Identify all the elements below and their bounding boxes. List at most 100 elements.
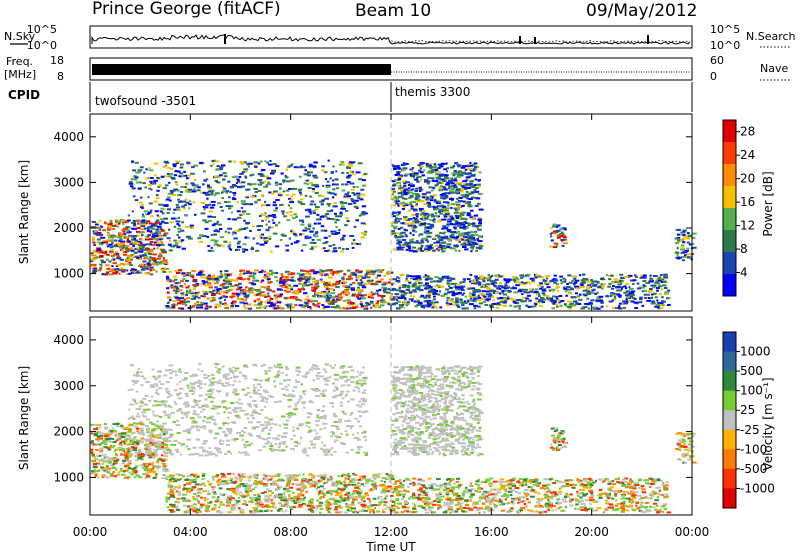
- echo-cell: [397, 200, 400, 203]
- echo-cell: [398, 244, 402, 247]
- echo-cell: [126, 273, 130, 275]
- echo-cell: [311, 269, 315, 272]
- echo-cell: [214, 286, 218, 289]
- echo-cell: [107, 430, 110, 432]
- echo-cell: [335, 170, 338, 173]
- echo-cell: [410, 298, 414, 301]
- echo-cell: [561, 240, 564, 243]
- echo-cell: [680, 248, 685, 251]
- echo-cell: [183, 170, 186, 173]
- echo-cell: [332, 205, 338, 208]
- echo-cell: [401, 295, 405, 298]
- echo-cell: [426, 180, 431, 183]
- echo-cell: [361, 497, 366, 500]
- echo-cell: [528, 299, 532, 302]
- echo-cell: [283, 493, 286, 496]
- echo-cell: [183, 207, 186, 210]
- echo-cell: [473, 243, 478, 246]
- echo-cell: [691, 232, 697, 235]
- echo-cell: [372, 273, 375, 276]
- echo-cell: [413, 209, 418, 212]
- echo-cell: [416, 285, 421, 288]
- echo-cell: [275, 224, 278, 227]
- echo-cell: [537, 292, 541, 295]
- echo-cell: [412, 229, 415, 232]
- echo-cell: [130, 247, 134, 250]
- echo-cell: [285, 168, 289, 171]
- echo-cell: [418, 234, 420, 237]
- echo-cell: [244, 175, 247, 178]
- echo-cell: [103, 435, 108, 438]
- echo-cell: [504, 298, 507, 301]
- echo-cell: [334, 212, 337, 215]
- echo-cell: [312, 272, 318, 275]
- echo-cell: [241, 181, 246, 184]
- echo-cell: [190, 298, 195, 300]
- echo-cell: [172, 303, 176, 306]
- echo-cell: [153, 174, 157, 177]
- echo-cell: [178, 297, 181, 300]
- echo-cell: [114, 448, 118, 451]
- echo-cell: [210, 239, 216, 242]
- echo-cell: [470, 250, 473, 253]
- echo-cell: [308, 481, 312, 484]
- echo-cell: [340, 238, 345, 241]
- echo-cell: [120, 240, 126, 243]
- echo-cell: [359, 303, 363, 306]
- echo-cell: [369, 302, 374, 305]
- echo-cell: [665, 292, 668, 295]
- echo-cell: [516, 278, 520, 281]
- colorbar-tick-label: 8: [740, 242, 748, 256]
- echo-cell: [355, 279, 358, 282]
- echo-cell: [406, 245, 411, 248]
- echo-cell: [217, 496, 220, 499]
- echo-cell: [323, 282, 328, 284]
- echo-cell: [162, 262, 165, 265]
- echo-cell: [454, 245, 459, 248]
- echo-cell: [336, 306, 341, 309]
- echo-cell: [392, 232, 397, 235]
- echo-cell: [404, 188, 408, 191]
- echo-cell: [391, 283, 394, 286]
- echo-cell: [466, 197, 469, 200]
- echo-cell: [214, 303, 220, 306]
- echo-cell: [397, 178, 401, 181]
- echo-cell: [107, 467, 112, 470]
- echo-cell: [261, 194, 264, 196]
- echo-cell: [104, 453, 107, 456]
- echo-cell: [161, 477, 166, 480]
- echo-cell: [542, 279, 548, 282]
- echo-cell: [452, 282, 458, 285]
- echo-cell: [315, 218, 320, 221]
- echo-cell: [403, 192, 408, 194]
- echo-cell: [264, 277, 269, 280]
- echo-cell: [151, 453, 155, 456]
- echo-cell: [118, 246, 123, 249]
- echo-cell: [446, 280, 450, 283]
- echo-cell: [638, 301, 643, 304]
- echo-cell: [357, 286, 361, 289]
- echo-cell: [542, 278, 545, 281]
- echo-cell: [204, 307, 209, 310]
- echo-cell: [433, 285, 436, 288]
- echo-cell: [210, 234, 214, 236]
- echo-cell: [160, 268, 166, 271]
- echo-cell: [174, 170, 179, 173]
- echo-cell: [100, 259, 105, 262]
- colorbar-segment: [723, 164, 736, 187]
- echo-cell: [142, 267, 145, 270]
- echo-cell: [326, 305, 331, 308]
- echo-cell: [435, 284, 439, 287]
- echo-cell: [168, 286, 172, 289]
- echo-cell: [237, 508, 241, 511]
- echo-cell: [234, 175, 239, 178]
- echo-cell: [428, 301, 434, 304]
- echo-cell: [405, 248, 409, 251]
- echo-cell: [462, 195, 468, 198]
- echo-cell: [264, 160, 267, 163]
- echo-cell: [462, 236, 468, 239]
- echo-cell: [510, 287, 514, 290]
- echo-cell: [203, 484, 207, 487]
- echo-cell: [243, 305, 246, 308]
- echo-cell: [137, 453, 142, 456]
